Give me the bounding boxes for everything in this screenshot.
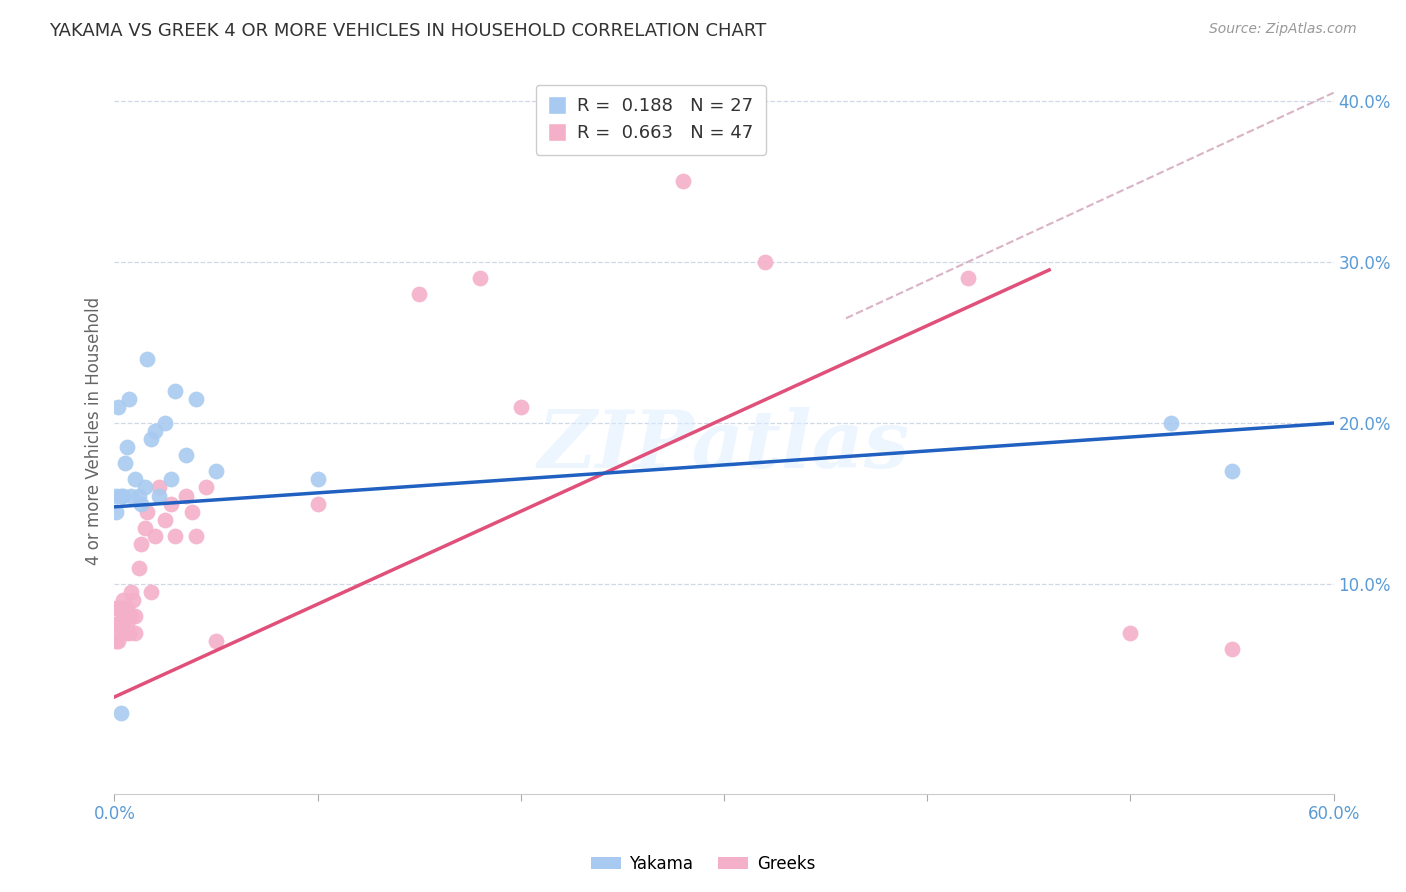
Text: Source: ZipAtlas.com: Source: ZipAtlas.com [1209, 22, 1357, 37]
Point [1220, 641, 1243, 656]
Point [128, 489, 150, 503]
Point [307, 472, 329, 486]
Point [139, 432, 162, 446]
Point [408, 287, 430, 301]
Text: ZIPatlas: ZIPatlas [538, 407, 910, 484]
Point [105, 601, 128, 615]
Point [143, 529, 166, 543]
Legend: Yakama, Greeks: Yakama, Greeks [585, 848, 821, 880]
Point [1160, 416, 1182, 430]
Point [115, 601, 138, 615]
Point [134, 521, 156, 535]
Point [134, 481, 156, 495]
Point [124, 609, 146, 624]
Point [956, 271, 979, 285]
Point [174, 448, 197, 462]
Point [111, 593, 134, 607]
Point [155, 416, 177, 430]
Point [160, 472, 183, 486]
Point [470, 271, 492, 285]
Point [107, 617, 129, 632]
Point [148, 489, 170, 503]
Point [139, 585, 162, 599]
Point [105, 489, 128, 503]
Point [120, 585, 142, 599]
Point [114, 609, 136, 624]
Point [111, 609, 134, 624]
Point [1220, 464, 1243, 478]
Point [105, 617, 128, 632]
Point [143, 424, 166, 438]
Point [114, 456, 136, 470]
Point [1119, 625, 1142, 640]
Point [174, 489, 197, 503]
Point [672, 174, 695, 188]
Point [205, 633, 228, 648]
Point [165, 529, 187, 543]
Point [155, 513, 177, 527]
Point [110, 625, 132, 640]
Point [509, 400, 531, 414]
Point [105, 633, 128, 648]
Point [110, 706, 132, 720]
Point [194, 481, 217, 495]
Point [128, 561, 150, 575]
Point [110, 617, 132, 632]
Point [115, 617, 138, 632]
Point [115, 440, 138, 454]
Point [135, 505, 157, 519]
Text: YAKAMA VS GREEK 4 OR MORE VEHICLES IN HOUSEHOLD CORRELATION CHART: YAKAMA VS GREEK 4 OR MORE VEHICLES IN HO… [49, 22, 766, 40]
Point [165, 384, 187, 398]
Point [105, 505, 128, 519]
Y-axis label: 4 or more Vehicles in Household: 4 or more Vehicles in Household [86, 297, 103, 566]
Point [105, 617, 128, 632]
Point [124, 472, 146, 486]
Point [129, 537, 152, 551]
Point [107, 633, 129, 648]
Point [110, 601, 132, 615]
Point [110, 489, 132, 503]
Point [307, 497, 329, 511]
Point [180, 505, 202, 519]
Point [117, 609, 139, 624]
Point [754, 255, 776, 269]
Point [107, 601, 129, 615]
Point [120, 609, 142, 624]
Point [148, 481, 170, 495]
Point [129, 497, 152, 511]
Point [124, 625, 146, 640]
Point [114, 625, 136, 640]
Point [184, 529, 207, 543]
Point [107, 400, 129, 414]
Point [160, 497, 183, 511]
Point [111, 489, 134, 503]
Point [135, 351, 157, 366]
Point [117, 625, 139, 640]
Point [121, 593, 143, 607]
Point [205, 464, 228, 478]
Point [120, 489, 142, 503]
Point [184, 392, 207, 406]
Point [117, 392, 139, 406]
Legend: R =  0.188   N = 27, R =  0.663   N = 47: R = 0.188 N = 27, R = 0.663 N = 47 [536, 85, 766, 155]
